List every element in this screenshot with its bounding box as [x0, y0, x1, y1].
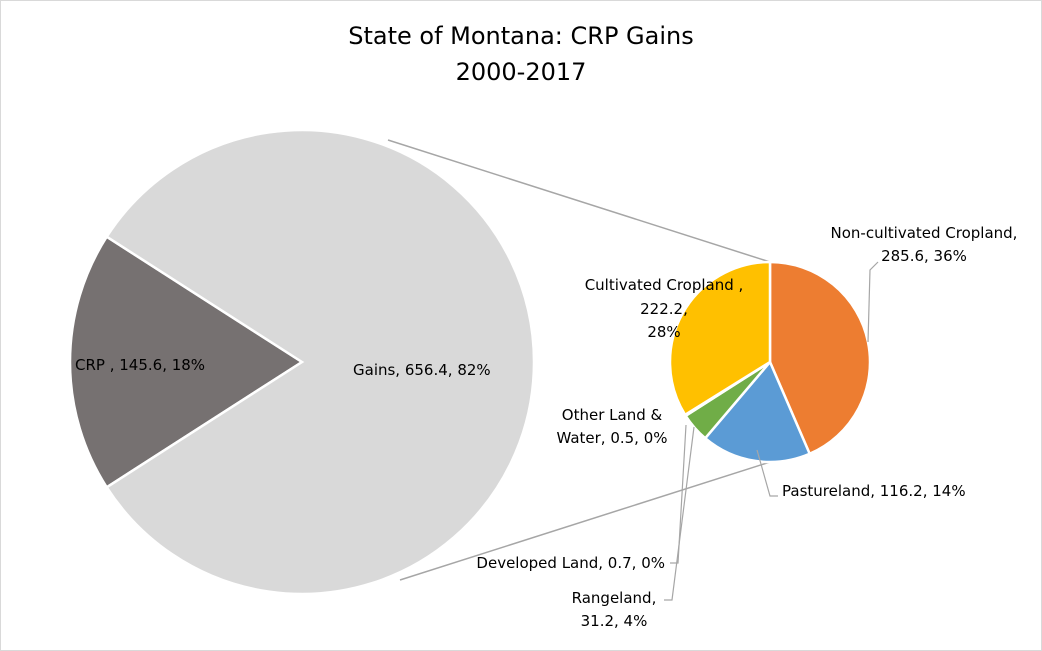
leader-line-rangeland [664, 426, 695, 601]
leader-line-pastureland [756, 449, 778, 497]
data-label-pastureland: Pastureland, 116.2, 14% [782, 482, 966, 500]
main-pie [68, 128, 536, 596]
main-slice-crp [68, 235, 305, 489]
data-label-noncultivated-line1: Non-cultivated Cropland, [831, 224, 1018, 242]
chart-title: State of Montana: CRP Gains [348, 22, 694, 50]
data-label-gains: Gains, 656.4, 82% [353, 361, 491, 379]
breakdown-slice-pastureland [703, 359, 812, 464]
main-slice-gains [104, 128, 536, 596]
breakdown-pie [668, 260, 872, 464]
connector-line-bottom [399, 461, 771, 581]
data-label-cultivated-line1: Cultivated Cropland , [585, 276, 744, 294]
data-label-other-line2: Water, 0.5, 0% [556, 429, 667, 447]
data-label-other-line1: Other Land & [562, 406, 663, 424]
data-label-developed: Developed Land, 0.7, 0% [476, 554, 665, 572]
data-label-rangeland-line1: Rangeland, [572, 589, 657, 607]
data-label-crp: CRP , 145.6, 18% [75, 356, 205, 374]
chart-subtitle: 2000-2017 [455, 58, 587, 86]
data-label-cultivated-line2: 222.2, [640, 300, 688, 318]
data-label-cultivated-line3: 28% [647, 323, 680, 341]
breakdown-slice-cultivated-cropland [668, 260, 772, 417]
leader-line-developed [670, 424, 687, 564]
data-label-rangeland-line2: 31.2, 4% [581, 612, 648, 630]
connector-line-top [387, 139, 771, 263]
leader-line-noncultivated [867, 261, 879, 343]
data-label-noncultivated-line2: 285.6, 36% [881, 247, 967, 265]
